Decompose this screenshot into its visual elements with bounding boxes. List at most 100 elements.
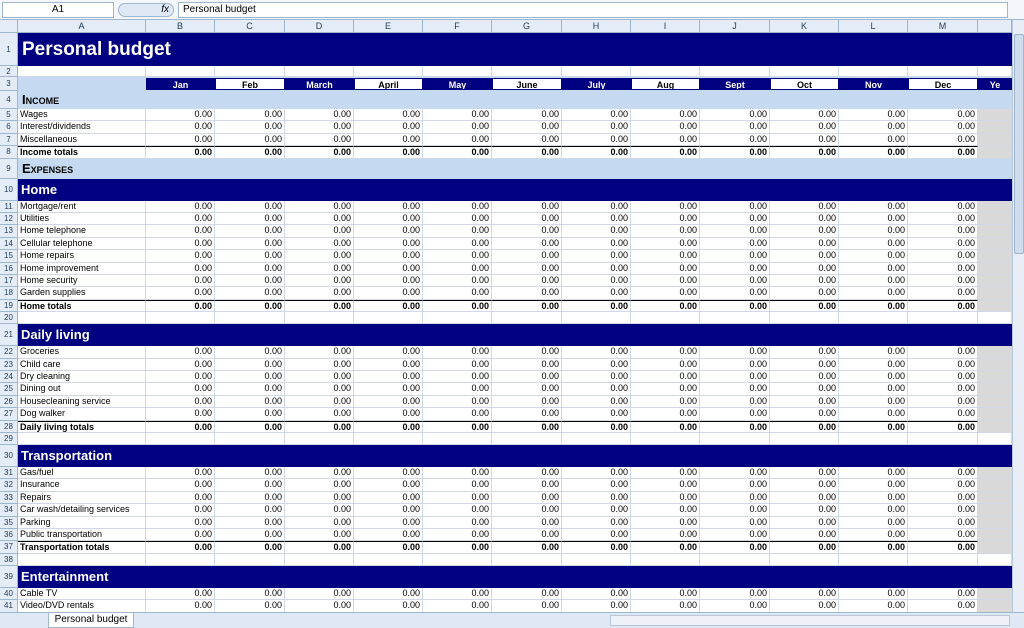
total-value: 0.00 <box>146 146 215 159</box>
month-header: Jan <box>146 78 215 90</box>
value-cell: 0.00 <box>631 467 700 480</box>
cell <box>562 433 631 445</box>
row-header: 15 <box>0 250 18 263</box>
total-label: Daily living totals <box>18 420 146 433</box>
horizontal-scrollbar[interactable] <box>610 615 1010 626</box>
value-cell: 0.00 <box>908 287 978 300</box>
value-cell: 0.00 <box>146 133 215 147</box>
month-header: June <box>492 78 562 90</box>
value-cell: 0.00 <box>631 346 700 359</box>
value-cell: 0.00 <box>492 587 562 601</box>
category-heading: Entertainment <box>18 565 1012 588</box>
row-header: 11 <box>0 200 18 213</box>
value-cell: 0.00 <box>562 504 631 517</box>
value-cell: 0.00 <box>285 587 354 601</box>
row-header: 20 <box>0 312 18 325</box>
value-cell: 0.00 <box>492 275 562 288</box>
value-cell: 0.00 <box>215 529 285 542</box>
row-header: 6 <box>0 121 18 134</box>
value-cell: 0.00 <box>839 275 908 288</box>
value-cell: 0.00 <box>631 121 700 134</box>
total-value: 0.00 <box>908 420 978 433</box>
value-cell: 0.00 <box>562 133 631 147</box>
value-cell: 0.00 <box>908 504 978 517</box>
total-value: 0.00 <box>562 146 631 159</box>
year-cell <box>978 133 1012 147</box>
cell <box>908 433 978 445</box>
value-cell: 0.00 <box>146 225 215 238</box>
value-cell: 0.00 <box>215 121 285 134</box>
value-cell: 0.00 <box>492 109 562 122</box>
value-cell: 0.00 <box>908 383 978 396</box>
value-cell: 0.00 <box>700 250 770 263</box>
row-header: 41 <box>0 600 18 612</box>
value-cell: 0.00 <box>492 262 562 275</box>
total-value: 0.00 <box>631 299 700 313</box>
row-header: 27 <box>0 408 18 421</box>
cell <box>700 433 770 445</box>
value-cell: 0.00 <box>423 237 492 251</box>
cell <box>423 433 492 445</box>
value-cell: 0.00 <box>146 262 215 275</box>
value-cell: 0.00 <box>423 250 492 263</box>
value-cell: 0.00 <box>354 237 423 251</box>
total-value: 0.00 <box>285 299 354 313</box>
category-heading: Daily living <box>18 324 1012 347</box>
value-cell: 0.00 <box>700 491 770 505</box>
total-value: 0.00 <box>215 420 285 433</box>
cell <box>631 312 700 325</box>
item-label: Child care <box>18 358 146 371</box>
cell <box>354 312 423 325</box>
total-value: 0.00 <box>839 299 908 313</box>
value-cell: 0.00 <box>631 358 700 371</box>
title-cell: Personal budget <box>18 33 1012 66</box>
name-box[interactable]: A1 <box>2 2 114 18</box>
cell <box>770 312 839 325</box>
total-value: 0.00 <box>354 299 423 313</box>
value-cell: 0.00 <box>839 383 908 396</box>
sheet-tab[interactable]: Personal budget <box>48 613 134 628</box>
row-header: 33 <box>0 491 18 505</box>
row-header: 29 <box>0 433 18 445</box>
year-cell <box>978 146 1012 159</box>
value-cell: 0.00 <box>700 275 770 288</box>
item-label: Housecleaning service <box>18 395 146 409</box>
sheet-tab-bar: Personal budget <box>0 612 1024 628</box>
year-cell <box>978 479 1012 492</box>
value-cell: 0.00 <box>354 467 423 480</box>
cell <box>215 433 285 445</box>
value-cell: 0.00 <box>908 467 978 480</box>
value-cell: 0.00 <box>492 491 562 505</box>
section-heading: Income <box>18 91 1012 109</box>
year-cell <box>978 467 1012 480</box>
scroll-thumb[interactable] <box>1014 34 1024 254</box>
value-cell: 0.00 <box>839 529 908 542</box>
value-cell: 0.00 <box>562 250 631 263</box>
fx-button[interactable]: fx <box>118 3 174 17</box>
value-cell: 0.00 <box>839 225 908 238</box>
row-header: 22 <box>0 346 18 359</box>
value-cell: 0.00 <box>354 491 423 505</box>
value-cell: 0.00 <box>492 237 562 251</box>
value-cell: 0.00 <box>423 262 492 275</box>
total-value: 0.00 <box>700 299 770 313</box>
value-cell: 0.00 <box>354 504 423 517</box>
value-cell: 0.00 <box>908 213 978 226</box>
item-label: Home repairs <box>18 250 146 263</box>
year-cell <box>978 121 1012 134</box>
cell <box>839 66 908 77</box>
value-cell: 0.00 <box>839 250 908 263</box>
value-cell: 0.00 <box>492 346 562 359</box>
value-cell: 0.00 <box>285 529 354 542</box>
value-cell: 0.00 <box>492 408 562 421</box>
vertical-scrollbar[interactable] <box>1012 20 1024 612</box>
value-cell: 0.00 <box>700 587 770 601</box>
value-cell: 0.00 <box>839 504 908 517</box>
value-cell: 0.00 <box>354 371 423 384</box>
value-cell: 0.00 <box>770 237 839 251</box>
year-cell <box>978 250 1012 263</box>
value-cell: 0.00 <box>908 479 978 492</box>
cell <box>215 312 285 325</box>
formula-input[interactable]: Personal budget <box>178 2 1008 18</box>
value-cell: 0.00 <box>908 225 978 238</box>
